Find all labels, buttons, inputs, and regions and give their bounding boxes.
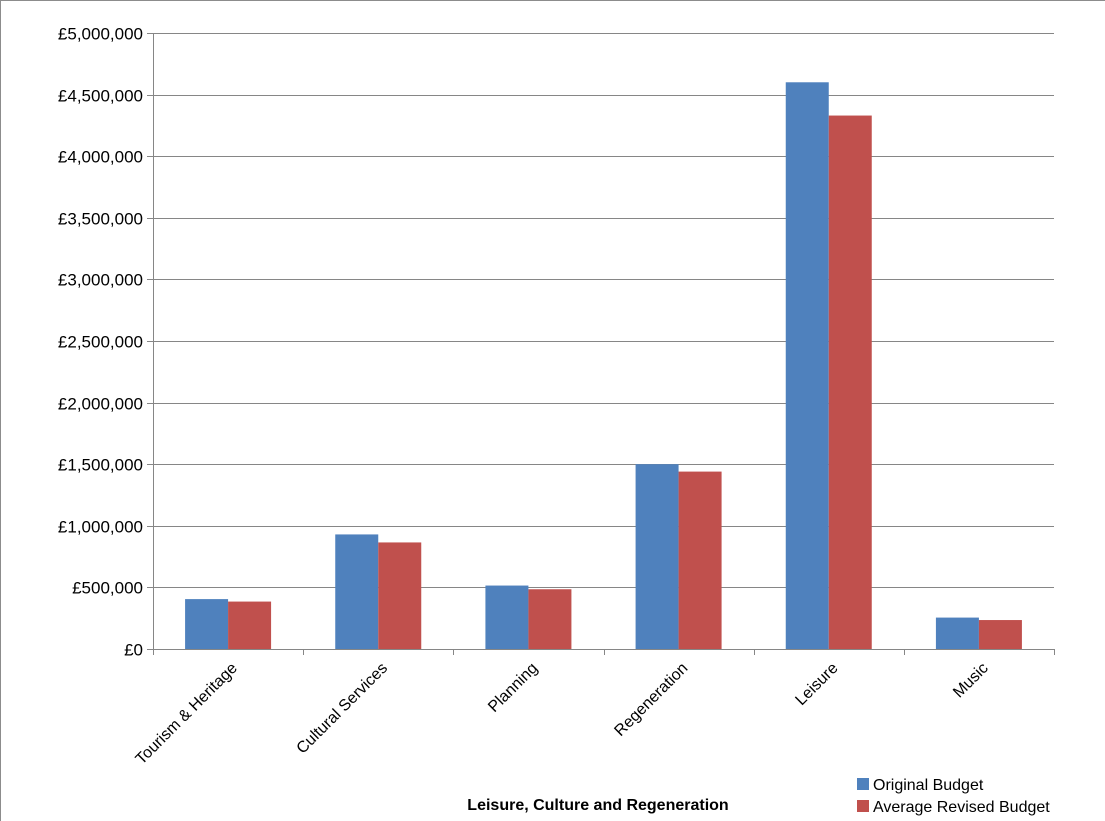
x-category-labels: Tourism & Heritage Cultural Services Plann…	[133, 660, 992, 768]
bar-average-revised-budget-3	[678, 471, 722, 649]
bar-original-budget-2	[485, 585, 529, 649]
bar-average-revised-budget-2	[528, 589, 572, 649]
bar-original-budget-5	[935, 617, 979, 649]
bar-original-budget-0	[185, 599, 229, 649]
gridlines	[153, 33, 1054, 588]
y-tick-label: £4,000,000	[58, 148, 143, 167]
bar-average-revised-budget-4	[828, 115, 872, 649]
axes	[147, 33, 1055, 655]
x-category-label: Music	[950, 660, 992, 702]
y-tick-label: £3,500,000	[58, 210, 143, 229]
y-tick-label: £4,500,000	[58, 87, 143, 106]
legend-swatch-average-revised-budget	[857, 800, 869, 812]
bar-average-revised-budget-5	[978, 620, 1022, 649]
x-category-label: Leisure	[792, 660, 841, 709]
legend: Original Budget Average Revised Budget	[857, 777, 1050, 816]
y-tick-label: £1,000,000	[58, 518, 143, 537]
x-axis-title: Leisure, Culture and Regeneration	[467, 797, 728, 814]
bar-original-budget-4	[785, 82, 829, 649]
y-tick-label: £5,000,000	[58, 25, 143, 44]
bar-average-revised-budget-0	[228, 601, 272, 649]
y-tick-label: £500,000	[72, 579, 143, 598]
y-tick-labels: £0 £500,000 £1,000,000 £1,500,000 £2,000,000…	[58, 25, 143, 660]
y-tick-label: £2,000,000	[58, 395, 143, 414]
x-category-label: Tourism & Heritage	[133, 660, 241, 768]
y-tick-label: £2,500,000	[58, 333, 143, 352]
x-category-label: Planning	[485, 660, 541, 716]
legend-swatch-original-budget	[857, 778, 869, 790]
y-tick-label: £3,000,000	[58, 271, 143, 290]
bars	[185, 82, 1022, 649]
bar-original-budget-1	[335, 534, 379, 649]
legend-label-original-budget: Original Budget	[873, 777, 984, 794]
bar-average-revised-budget-1	[378, 542, 422, 649]
x-category-label: Regeneration	[611, 660, 691, 740]
bar-original-budget-3	[635, 464, 679, 649]
y-tick-label: £1,500,000	[58, 456, 143, 475]
legend-label-average-revised-budget: Average Revised Budget	[873, 799, 1050, 816]
y-tick-label: £0	[124, 641, 143, 660]
x-category-label: Cultural Services	[294, 660, 392, 758]
